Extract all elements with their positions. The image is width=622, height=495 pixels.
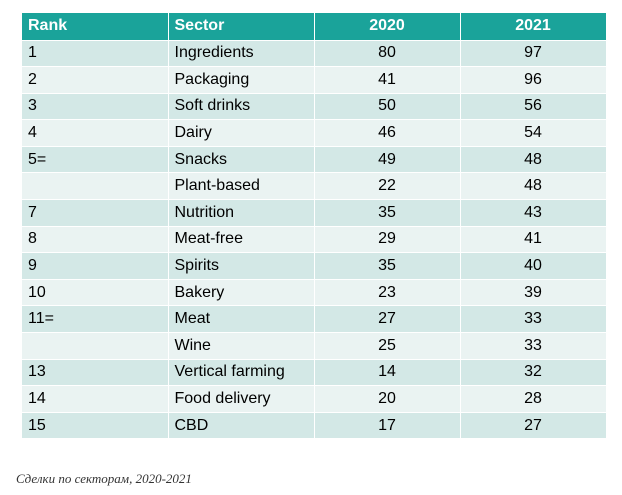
cell-2020: 17 xyxy=(314,412,461,440)
cell-2021: 43 xyxy=(460,199,607,227)
header-rank: Rank xyxy=(22,13,169,41)
cell-sector: Food delivery xyxy=(168,385,315,413)
cell-2021: 96 xyxy=(460,66,607,94)
table-body: 1 Ingredients 80 97 2 Packaging 41 96 3 Soft drin… xyxy=(22,40,607,440)
cell-2021: 39 xyxy=(460,279,607,307)
table-row: 13 Vertical farming 14 32 xyxy=(22,359,607,387)
table-row: 8 Meat-free 29 41 xyxy=(22,226,607,254)
header-2021: 2021 xyxy=(460,13,607,41)
table-row: Wine 25 33 xyxy=(22,332,607,360)
cell-rank: 5= xyxy=(22,146,169,174)
cell-2021: 28 xyxy=(460,385,607,413)
cell-2021: 56 xyxy=(460,93,607,121)
cell-2021: 32 xyxy=(460,359,607,387)
table-row: 10 Bakery 23 39 xyxy=(22,279,607,307)
cell-rank: 3 xyxy=(22,93,169,121)
cell-rank: 1 xyxy=(22,40,169,68)
cell-sector: Snacks xyxy=(168,146,315,174)
cell-sector: Ingredients xyxy=(168,40,315,68)
cell-2020: 23 xyxy=(314,279,461,307)
cell-sector: Spirits xyxy=(168,252,315,280)
cell-sector: Meat-free xyxy=(168,226,315,254)
table-row: 7 Nutrition 35 43 xyxy=(22,199,607,227)
cell-sector: CBD xyxy=(168,412,315,440)
table-row: 2 Packaging 41 96 xyxy=(22,66,607,94)
cell-2021: 41 xyxy=(460,226,607,254)
cell-rank: 2 xyxy=(22,66,169,94)
cell-2021: 33 xyxy=(460,305,607,334)
cell-sector: Plant-based xyxy=(168,172,315,201)
cell-2020: 20 xyxy=(314,385,461,413)
table-row: 9 Spirits 35 40 xyxy=(22,252,607,280)
cell-2021: 40 xyxy=(460,252,607,280)
cell-sector: Packaging xyxy=(168,66,315,94)
cell-2021: 48 xyxy=(460,146,607,174)
header-2020: 2020 xyxy=(314,13,461,41)
sector-deals-table: Rank Sector 2020 2021 1 Ingredients 80 97 2 P… xyxy=(22,13,607,440)
cell-2021: 27 xyxy=(460,412,607,440)
table-row: 1 Ingredients 80 97 xyxy=(22,40,607,68)
cell-rank: 15 xyxy=(22,412,169,440)
cell-2020: 49 xyxy=(314,146,461,174)
cell-2021: 33 xyxy=(460,332,607,360)
cell-2021: 48 xyxy=(460,172,607,201)
cell-rank: 7 xyxy=(22,199,169,227)
cell-2021: 54 xyxy=(460,119,607,147)
cell-2020: 25 xyxy=(314,332,461,360)
cell-sector: Bakery xyxy=(168,279,315,307)
table-row: 11= Meat 27 33 xyxy=(22,305,607,334)
cell-2020: 27 xyxy=(314,305,461,334)
table-header-row: Rank Sector 2020 2021 xyxy=(22,13,607,41)
cell-sector: Wine xyxy=(168,332,315,360)
cell-2021: 97 xyxy=(460,40,607,68)
cell-2020: 41 xyxy=(314,66,461,94)
cell-sector: Soft drinks xyxy=(168,93,315,121)
table-row: 14 Food delivery 20 28 xyxy=(22,385,607,413)
table-row: 5= Snacks 49 48 xyxy=(22,146,607,174)
table-caption: Сделки по секторам, 2020-2021 xyxy=(16,471,192,486)
cell-2020: 35 xyxy=(314,252,461,280)
cell-2020: 46 xyxy=(314,119,461,147)
cell-rank: 4 xyxy=(22,119,169,147)
cell-rank: 11= xyxy=(22,305,169,334)
cell-2020: 50 xyxy=(314,93,461,121)
cell-2020: 14 xyxy=(314,359,461,387)
cell-sector: Nutrition xyxy=(168,199,315,227)
sector-deals-table-container: Rank Sector 2020 2021 1 Ingredients 80 97 2 P… xyxy=(22,13,607,440)
cell-rank: 8 xyxy=(22,226,169,254)
cell-sector: Dairy xyxy=(168,119,315,147)
header-sector: Sector xyxy=(168,13,315,41)
cell-rank xyxy=(22,172,169,201)
cell-rank: 9 xyxy=(22,252,169,280)
cell-sector: Meat xyxy=(168,305,315,334)
table-row: 3 Soft drinks 50 56 xyxy=(22,93,607,121)
cell-rank: 13 xyxy=(22,359,169,387)
cell-sector: Vertical farming xyxy=(168,359,315,387)
cell-2020: 80 xyxy=(314,40,461,68)
cell-2020: 22 xyxy=(314,172,461,201)
table-row: 4 Dairy 46 54 xyxy=(22,119,607,147)
cell-2020: 35 xyxy=(314,199,461,227)
cell-2020: 29 xyxy=(314,226,461,254)
table-row: 15 CBD 17 27 xyxy=(22,412,607,440)
table-row: Plant-based 22 48 xyxy=(22,172,607,201)
cell-rank: 10 xyxy=(22,279,169,307)
cell-rank xyxy=(22,332,169,360)
cell-rank: 14 xyxy=(22,385,169,413)
